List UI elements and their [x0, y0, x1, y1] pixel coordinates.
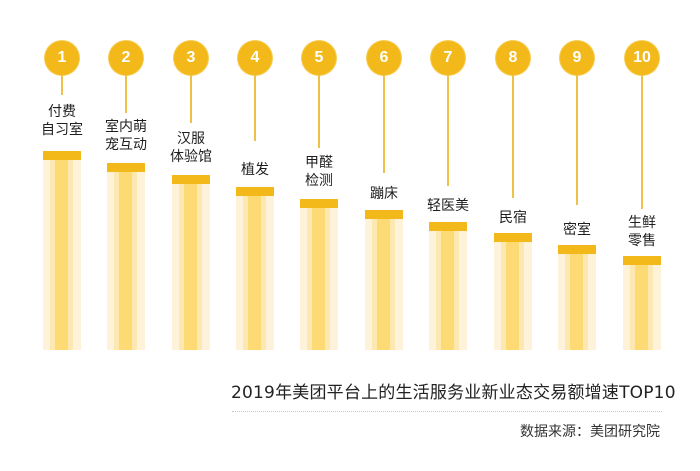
connector-line: [125, 75, 127, 113]
connector-line: [61, 75, 63, 95]
bar: [300, 199, 338, 350]
bar-cap: [558, 245, 596, 254]
bar-column-9: 9 密室: [558, 0, 596, 350]
bar-column-6: 6 蹦床: [365, 0, 403, 350]
category-label: 轻医美: [427, 197, 469, 215]
connector-line: [383, 75, 385, 173]
category-label: 甲醛 检测: [305, 154, 333, 190]
category-label: 室内萌 宠互动: [105, 118, 147, 154]
category-label-line: 检测: [305, 173, 333, 189]
rank-badge: 10: [625, 41, 659, 75]
bar: [43, 151, 81, 350]
bar-column-4: 4 植发: [236, 0, 274, 350]
bar-cap: [107, 163, 145, 172]
bar-column-1: 1 付费自习室: [41, 0, 83, 350]
rank-badge: 5: [302, 41, 336, 75]
bar-cap: [429, 222, 467, 231]
category-label-line: 密室: [563, 222, 591, 238]
rank-badge: 4: [238, 41, 272, 75]
bar-column-10: 10 生鲜零售: [623, 0, 661, 350]
category-label-line: 蹦床: [370, 186, 398, 202]
bar-column-5: 5 甲醛检测: [300, 0, 338, 350]
connector-line: [576, 75, 578, 205]
bar-cap: [494, 233, 532, 242]
bar: [558, 245, 596, 350]
dotted-divider: [232, 411, 662, 412]
connector-line: [318, 75, 320, 148]
bar-cap: [300, 199, 338, 208]
category-label: 付费 自习室: [41, 103, 83, 139]
bar: [494, 233, 532, 350]
bar-column-2: 2 室内萌宠互动: [105, 0, 147, 350]
bar: [623, 256, 661, 350]
category-label-line: 汉服: [177, 131, 205, 147]
bar: [236, 187, 274, 350]
rank-badge: 3: [174, 41, 208, 75]
category-label-line: 甲醛: [305, 155, 333, 171]
category-label-line: 宠互动: [105, 137, 147, 153]
category-label-line: 民宿: [499, 210, 527, 226]
bar: [107, 163, 145, 350]
rank-badge: 8: [496, 41, 530, 75]
bar: [172, 175, 210, 350]
category-label-line: 付费: [48, 104, 76, 120]
category-label: 密室: [563, 221, 591, 239]
category-label: 植发: [241, 161, 269, 179]
rank-badge: 7: [431, 41, 465, 75]
chart-title: 2019年美团平台上的生活服务业新业态交易额增速TOP10: [231, 383, 676, 403]
bar-column-7: 7 轻医美: [427, 0, 469, 350]
connector-line: [254, 75, 256, 141]
category-label-line: 室内萌: [105, 119, 147, 135]
rank-badge: 2: [109, 41, 143, 75]
rank-badge: 9: [560, 41, 594, 75]
category-label-line: 体验馆: [170, 149, 212, 165]
connector-line: [447, 75, 449, 186]
rank-badge: 6: [367, 41, 401, 75]
bar-cap: [365, 210, 403, 219]
category-label-line: 轻医美: [427, 198, 469, 214]
bar-cap: [172, 175, 210, 184]
connector-line: [190, 75, 192, 123]
category-label: 生鲜 零售: [628, 214, 656, 250]
bar-column-8: 8 民宿: [494, 0, 532, 350]
bar-column-3: 3 汉服体验馆: [170, 0, 212, 350]
connector-line: [512, 75, 514, 198]
bar-cap: [623, 256, 661, 265]
connector-line: [641, 75, 643, 209]
category-label: 汉服 体验馆: [170, 130, 212, 166]
rank-badge: 1: [45, 41, 79, 75]
bar-cap: [236, 187, 274, 196]
category-label-line: 生鲜: [628, 215, 656, 231]
category-label-line: 零售: [628, 233, 656, 249]
category-label-line: 自习室: [41, 122, 83, 138]
bar-cap: [43, 151, 81, 160]
category-label: 民宿: [499, 209, 527, 227]
data-source: 数据来源：美团研究院: [520, 424, 660, 440]
category-label-line: 植发: [241, 162, 269, 178]
category-label: 蹦床: [370, 185, 398, 203]
bar: [429, 222, 467, 350]
bar: [365, 210, 403, 350]
